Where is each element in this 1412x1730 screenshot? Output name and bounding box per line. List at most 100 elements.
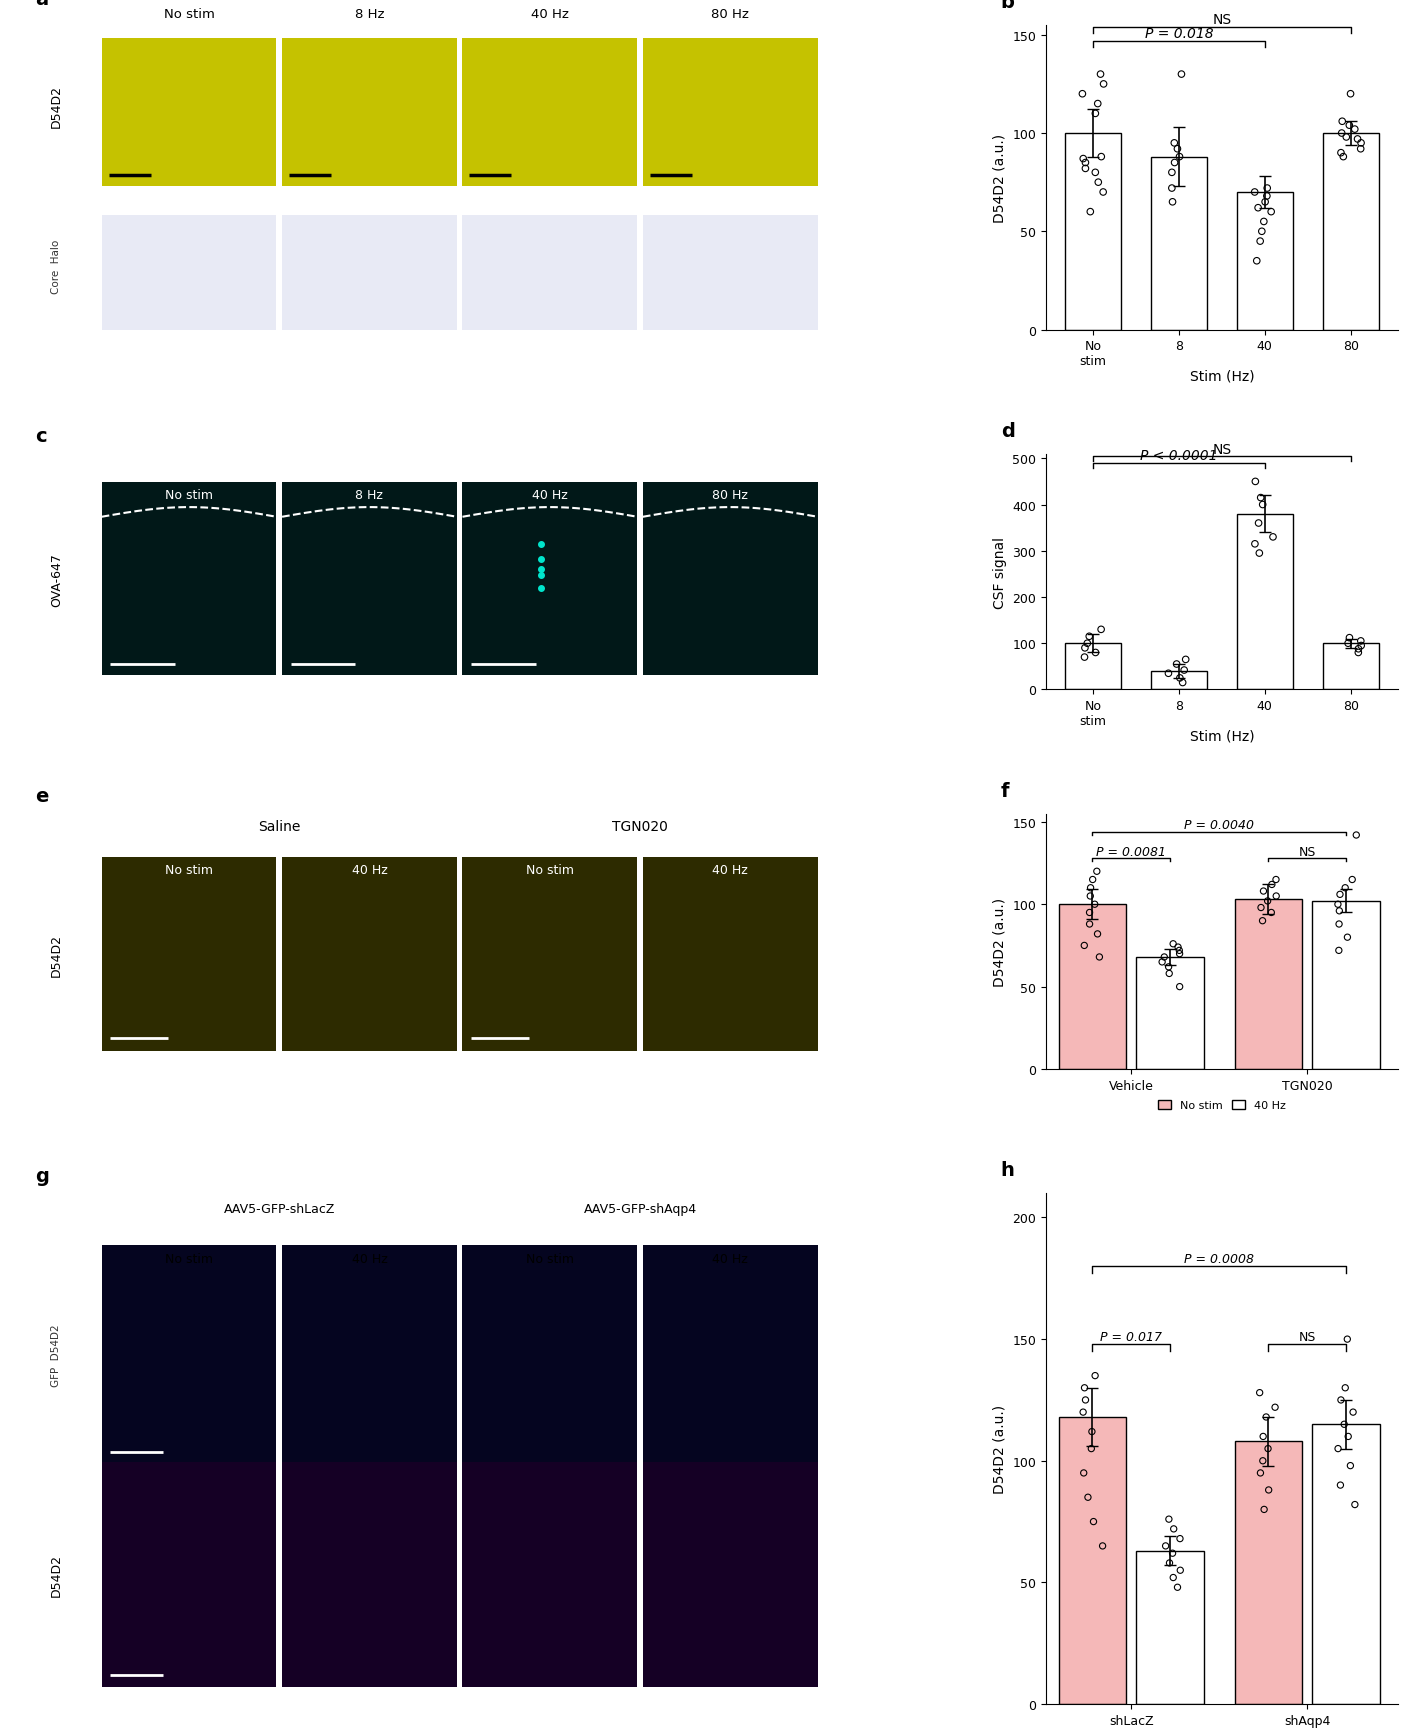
Point [1350, 137, 1372, 164]
Text: No stim: No stim [525, 1253, 573, 1265]
Text: 40 Hz: 40 Hz [531, 7, 569, 21]
Bar [1236, 900, 1302, 1069]
Y-axis label: D54D2 (a.u.): D54D2 (a.u.) [993, 133, 1007, 223]
Point [1327, 910, 1350, 938]
Point [1334, 125, 1357, 152]
Text: D54D2: D54D2 [49, 1554, 64, 1595]
Point [1162, 1564, 1185, 1592]
Text: No stim: No stim [164, 7, 215, 21]
Point [1330, 140, 1353, 168]
Point [1084, 1362, 1107, 1389]
Point [1161, 175, 1183, 202]
Point [1264, 1394, 1286, 1422]
Point [1079, 900, 1101, 927]
Point [1083, 891, 1106, 919]
Y-axis label: D54D2 (a.u.): D54D2 (a.u.) [993, 1405, 1007, 1493]
Point [1248, 1379, 1271, 1406]
Point [1262, 524, 1285, 552]
Point [1347, 635, 1370, 663]
Point [1251, 491, 1274, 519]
Bar [1323, 133, 1378, 330]
Point [1337, 1422, 1360, 1450]
Text: Core  Halo: Core Halo [51, 239, 62, 294]
Point [1158, 1548, 1180, 1576]
Point [1169, 1557, 1192, 1585]
Point [1161, 159, 1183, 187]
X-axis label: Stim (Hz): Stim (Hz) [1189, 728, 1254, 744]
Text: 40 Hz: 40 Hz [532, 488, 568, 502]
Point [1169, 1524, 1192, 1552]
Bar [1065, 644, 1121, 690]
Point [1158, 661, 1180, 689]
Point [1339, 1451, 1361, 1479]
Bar [1236, 1441, 1302, 1704]
Point [1163, 130, 1186, 157]
Point [1252, 877, 1275, 905]
Point [1163, 149, 1186, 176]
Point [1330, 1386, 1353, 1413]
Point [1077, 1484, 1100, 1512]
Point [1250, 894, 1272, 922]
Point [1327, 938, 1350, 965]
Point [1255, 183, 1278, 211]
Bar [1151, 671, 1207, 690]
Point [1090, 144, 1113, 171]
Point [1166, 137, 1189, 164]
Point [1086, 858, 1108, 886]
Bar [1059, 905, 1127, 1069]
Point [1244, 531, 1267, 559]
Point [1255, 175, 1278, 202]
Point [1334, 874, 1357, 901]
Point [1072, 81, 1094, 109]
Point [1244, 178, 1267, 206]
Point [1254, 189, 1276, 216]
Point [1260, 199, 1282, 227]
Point [1339, 625, 1361, 652]
Point [1073, 1374, 1096, 1401]
Point [1158, 1505, 1180, 1533]
Point [1332, 144, 1354, 171]
Point [1346, 822, 1368, 849]
Point [1080, 1434, 1103, 1462]
Text: c: c [35, 427, 47, 446]
Point [1168, 974, 1190, 1002]
Point [1250, 1458, 1272, 1486]
Point [1261, 872, 1284, 900]
Text: Saline: Saline [258, 820, 301, 834]
Text: f: f [1001, 782, 1010, 801]
Point [1087, 170, 1110, 197]
Point [1168, 941, 1190, 969]
Point [1075, 149, 1097, 176]
Point [1251, 907, 1274, 934]
Text: NS: NS [1213, 14, 1231, 28]
Point [1073, 1458, 1096, 1486]
Text: a: a [35, 0, 48, 9]
Text: g: g [35, 1166, 49, 1185]
X-axis label: Stim (Hz): Stim (Hz) [1189, 370, 1254, 384]
Point [1346, 126, 1368, 154]
Point [1151, 948, 1173, 976]
Bar [1151, 157, 1207, 330]
Point [1082, 1509, 1104, 1536]
Point [1171, 61, 1193, 88]
Point [1332, 109, 1354, 137]
Text: NS: NS [1299, 1330, 1316, 1342]
Text: NS: NS [1299, 844, 1316, 858]
Point [1257, 1476, 1279, 1503]
Point [1251, 218, 1274, 246]
Point [1329, 881, 1351, 908]
Point [1327, 1434, 1350, 1462]
Point [1077, 623, 1100, 650]
Point [1158, 953, 1180, 981]
Text: D54D2: D54D2 [49, 85, 64, 128]
Text: P = 0.0040: P = 0.0040 [1185, 818, 1254, 832]
Point [1173, 657, 1196, 685]
Bar [1237, 514, 1293, 690]
Point [1350, 628, 1372, 656]
Y-axis label: D54D2 (a.u.): D54D2 (a.u.) [993, 898, 1007, 986]
Point [1072, 145, 1094, 173]
Point [1168, 144, 1190, 171]
Point [1336, 924, 1358, 952]
Point [1327, 891, 1350, 919]
Text: h: h [1001, 1161, 1015, 1180]
